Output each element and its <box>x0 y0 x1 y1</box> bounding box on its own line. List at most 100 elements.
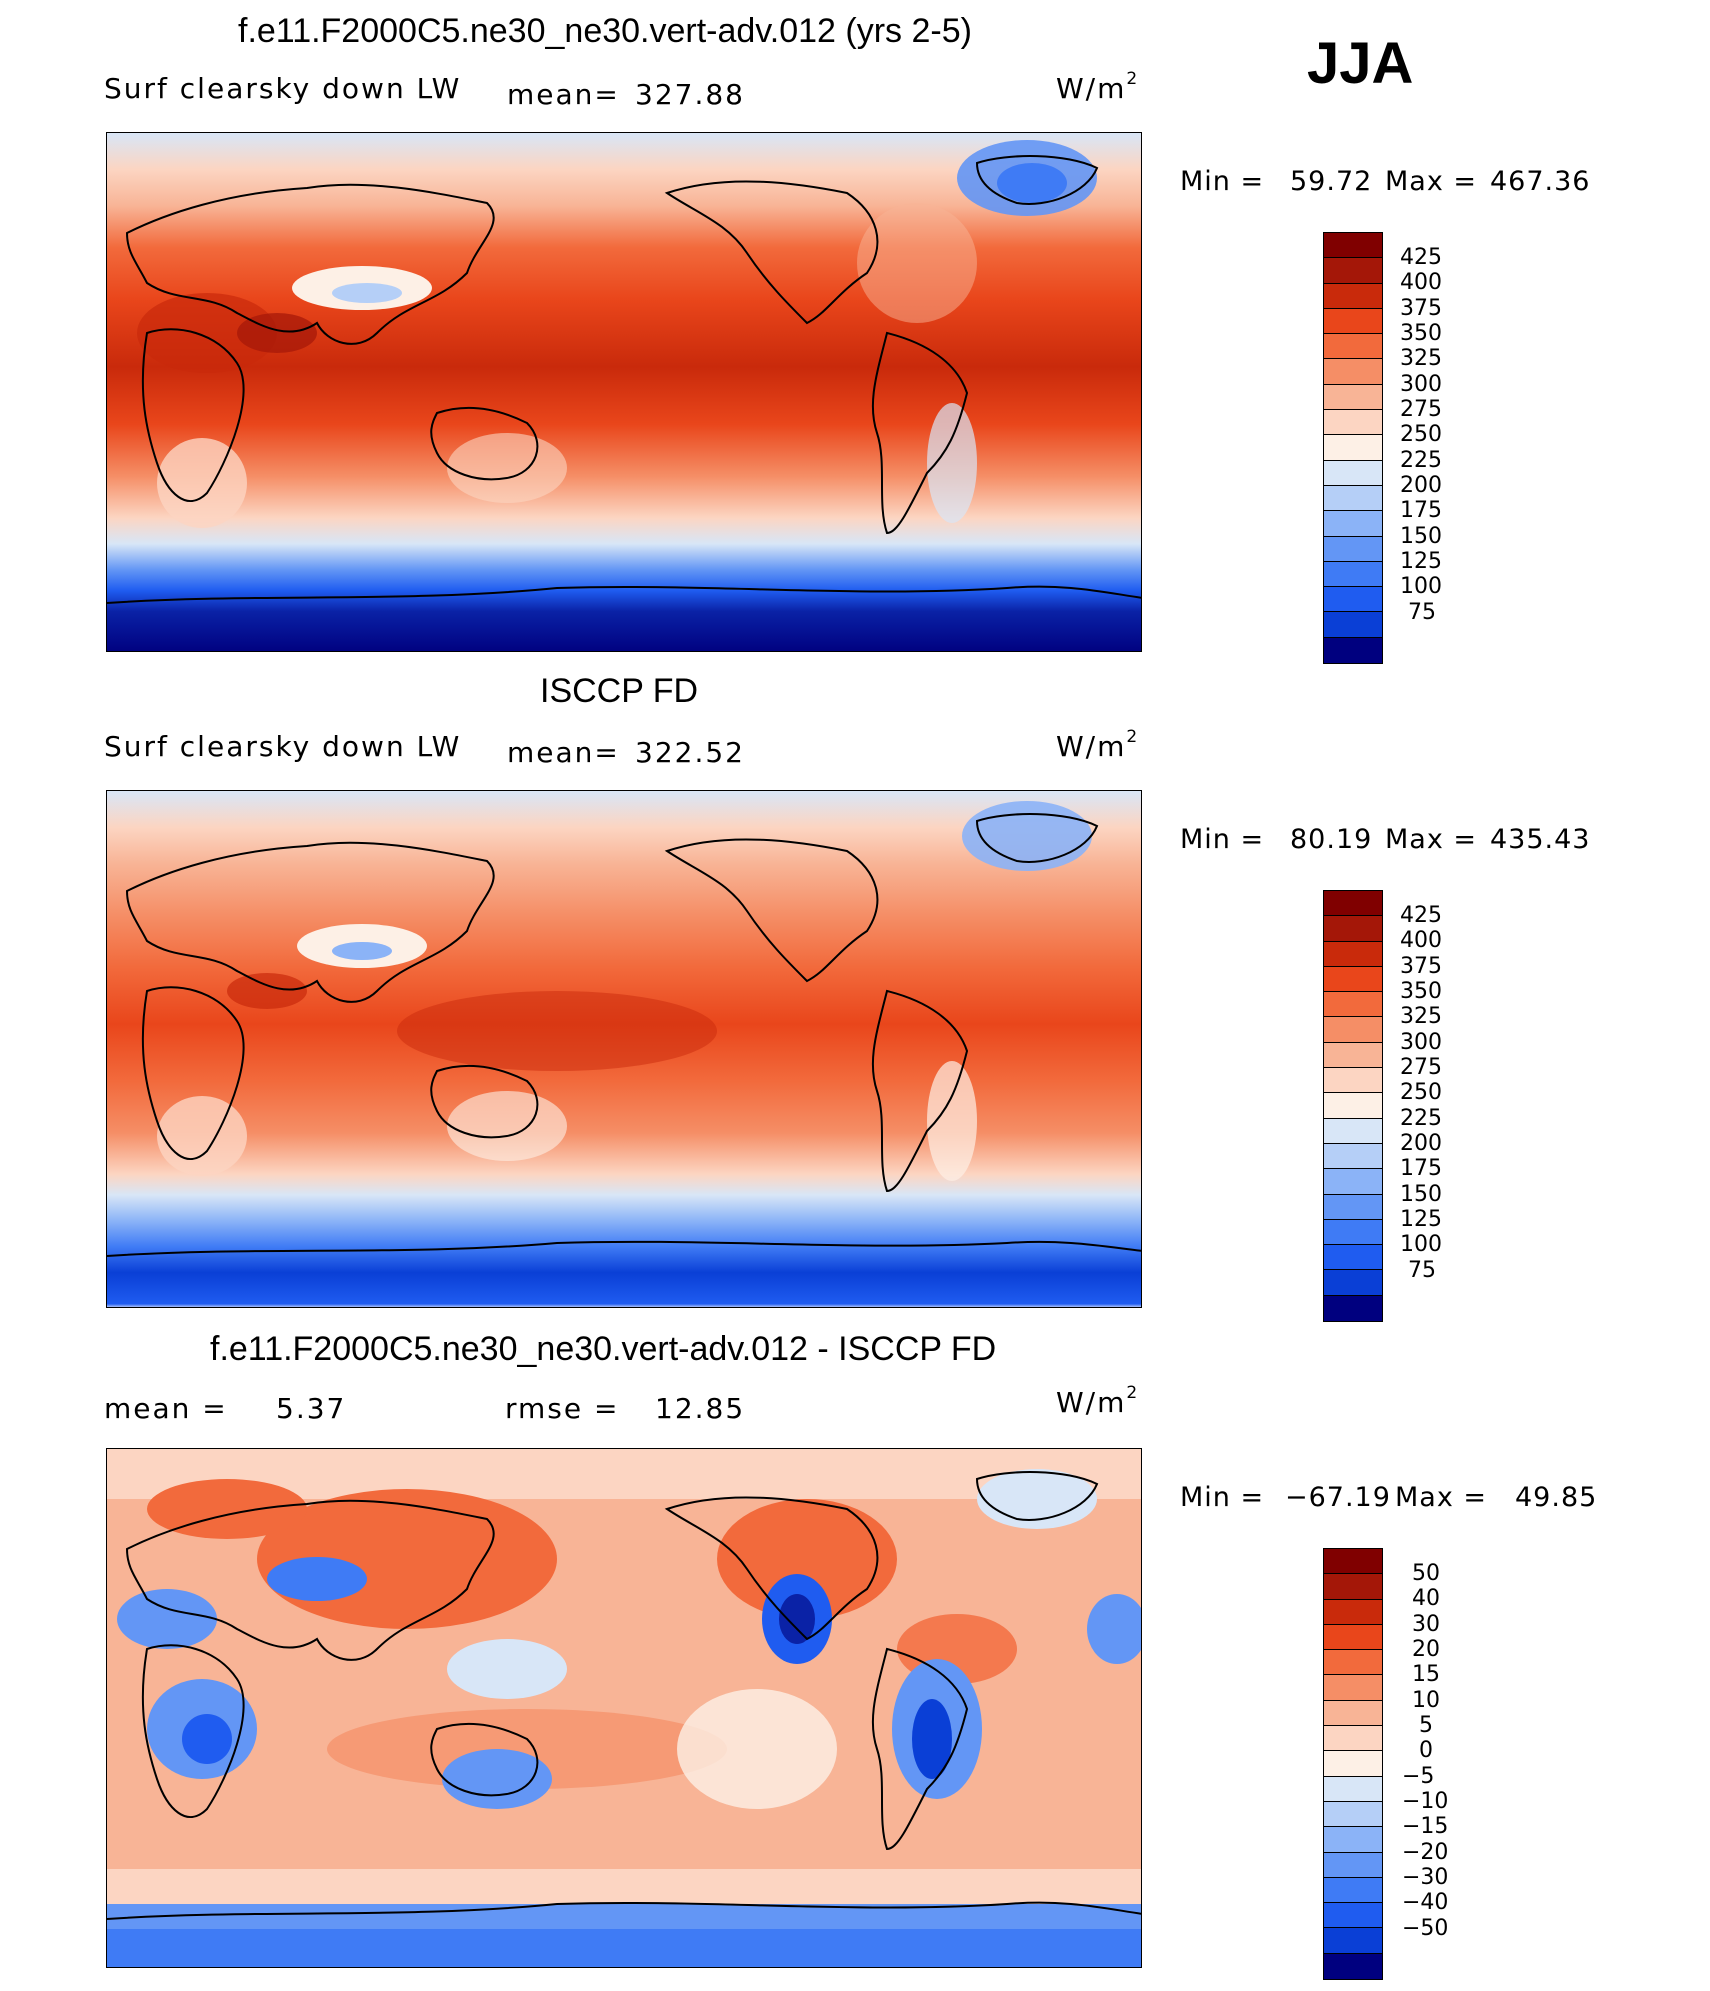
colorbar-swatch <box>1324 308 1382 335</box>
colorbar-swatch <box>1324 1726 1382 1752</box>
panel2-mean-value: 322.52 <box>635 736 745 769</box>
colorbar-swatch <box>1324 1194 1382 1220</box>
colorbar-label: 225 <box>1400 448 1442 473</box>
panel1-map <box>106 132 1142 652</box>
panel3-min-label: Min = <box>1180 1482 1265 1513</box>
panel1-variable-label: Surf clearsky down LW <box>104 72 462 105</box>
colorbar-swatch <box>1324 1827 1382 1853</box>
panel1-colorbar <box>1323 232 1383 665</box>
colorbar-swatch <box>1324 1650 1382 1676</box>
colorbar-swatch <box>1324 460 1382 486</box>
colorbar-swatch <box>1324 1776 1382 1802</box>
panel1-field-plot <box>107 133 1141 651</box>
panel3-mean-label: mean = <box>104 1392 228 1425</box>
panel2-units: W/m2 <box>1056 726 1140 763</box>
panel3-rmse-label: rmse = <box>505 1392 620 1425</box>
panel3-title: f.e11.F2000C5.ne30_ne30.vert-adv.012 - I… <box>210 1330 997 1368</box>
panel3-field-plot <box>107 1449 1141 1967</box>
colorbar-swatch <box>1324 1675 1382 1701</box>
panel1-max-label: Max = <box>1385 166 1478 197</box>
colorbar-swatch <box>1324 992 1382 1018</box>
colorbar-label: 325 <box>1400 346 1442 371</box>
panel1-title: f.e11.F2000C5.ne30_ne30.vert-adv.012 (yr… <box>238 12 972 50</box>
colorbar-label: 200 <box>1400 473 1442 498</box>
colorbar-label: 275 <box>1400 1055 1442 1080</box>
panel2-max-value: 435.43 <box>1490 824 1591 855</box>
colorbar-swatch <box>1324 1700 1382 1727</box>
colorbar-label: 300 <box>1400 1030 1442 1055</box>
colorbar-swatch <box>1324 1953 1382 1980</box>
colorbar-label: 75 <box>1408 600 1436 625</box>
colorbar-label: 300 <box>1400 372 1442 397</box>
panel2-colorbar <box>1323 890 1383 1323</box>
colorbar-swatch <box>1324 587 1382 613</box>
colorbar-swatch <box>1324 283 1382 309</box>
colorbar-swatch <box>1324 561 1382 588</box>
panel3-mean-value: 5.37 <box>276 1392 347 1425</box>
colorbar-label: 275 <box>1400 397 1442 422</box>
colorbar-label: 125 <box>1400 1207 1442 1232</box>
panel2-variable-label: Surf clearsky down LW <box>104 730 462 763</box>
colorbar-label: 325 <box>1400 1004 1442 1029</box>
colorbar-swatch <box>1324 1624 1382 1651</box>
panel1-min-label: Min = <box>1180 166 1265 197</box>
colorbar-label: 100 <box>1400 1232 1442 1257</box>
colorbar-swatch <box>1324 1751 1382 1777</box>
colorbar-label: −10 <box>1402 1789 1449 1814</box>
colorbar-label: 425 <box>1400 903 1442 928</box>
panel3-map <box>106 1448 1142 1968</box>
colorbar-label: 100 <box>1400 574 1442 599</box>
colorbar-label: 40 <box>1412 1586 1440 1611</box>
panel3-rmse-value: 12.85 <box>655 1392 746 1425</box>
colorbar-label: 150 <box>1400 524 1442 549</box>
colorbar-label: 200 <box>1400 1131 1442 1156</box>
colorbar-swatch <box>1324 612 1382 638</box>
colorbar-label: 30 <box>1412 1612 1440 1637</box>
colorbar-swatch <box>1324 637 1382 664</box>
colorbar-swatch <box>1324 410 1382 436</box>
colorbar-swatch <box>1324 1219 1382 1246</box>
colorbar-label: −30 <box>1402 1865 1449 1890</box>
colorbar-label: 425 <box>1400 245 1442 270</box>
panel2-min-label: Min = <box>1180 824 1265 855</box>
colorbar-swatch <box>1324 941 1382 967</box>
panel2-title: ISCCP FD <box>540 672 699 710</box>
colorbar-swatch <box>1324 1574 1382 1600</box>
colorbar-label: 0 <box>1419 1738 1433 1763</box>
panel2-max-label: Max = <box>1385 824 1478 855</box>
colorbar-swatch <box>1324 1093 1382 1119</box>
colorbar-swatch <box>1324 1042 1382 1069</box>
colorbar-swatch <box>1324 1169 1382 1195</box>
colorbar-label: 150 <box>1400 1182 1442 1207</box>
colorbar-label: −15 <box>1402 1814 1449 1839</box>
colorbar-swatch <box>1324 258 1382 284</box>
panel1-mean-label: mean= <box>507 78 620 111</box>
colorbar-swatch <box>1324 1903 1382 1929</box>
panel3-colorbar <box>1323 1548 1383 1981</box>
panel1-units: W/m2 <box>1056 68 1140 105</box>
colorbar-label: 350 <box>1400 321 1442 346</box>
panel3-units: W/m2 <box>1056 1382 1140 1419</box>
colorbar-label: 10 <box>1412 1688 1440 1713</box>
colorbar-label: 175 <box>1400 498 1442 523</box>
colorbar-swatch <box>1324 511 1382 537</box>
colorbar-swatch <box>1324 384 1382 411</box>
colorbar-swatch <box>1324 1245 1382 1271</box>
colorbar-label: 15 <box>1412 1662 1440 1687</box>
colorbar-label: 50 <box>1412 1561 1440 1586</box>
colorbar-swatch <box>1324 1877 1382 1904</box>
colorbar-label: 5 <box>1419 1713 1433 1738</box>
colorbar-label: 400 <box>1400 928 1442 953</box>
colorbar-swatch <box>1324 1270 1382 1296</box>
colorbar-label: 350 <box>1400 979 1442 1004</box>
panel3-min-value: −67.19 <box>1285 1482 1391 1513</box>
colorbar-swatch <box>1324 334 1382 360</box>
colorbar-label: −50 <box>1402 1916 1449 1941</box>
panel2-field-plot <box>107 791 1141 1307</box>
colorbar-swatch <box>1324 916 1382 942</box>
colorbar-label: 375 <box>1400 954 1442 979</box>
colorbar-label: 250 <box>1400 422 1442 447</box>
colorbar-swatch <box>1324 485 1382 512</box>
panel2-mean-label: mean= <box>507 736 620 769</box>
colorbar-swatch <box>1324 1549 1382 1575</box>
